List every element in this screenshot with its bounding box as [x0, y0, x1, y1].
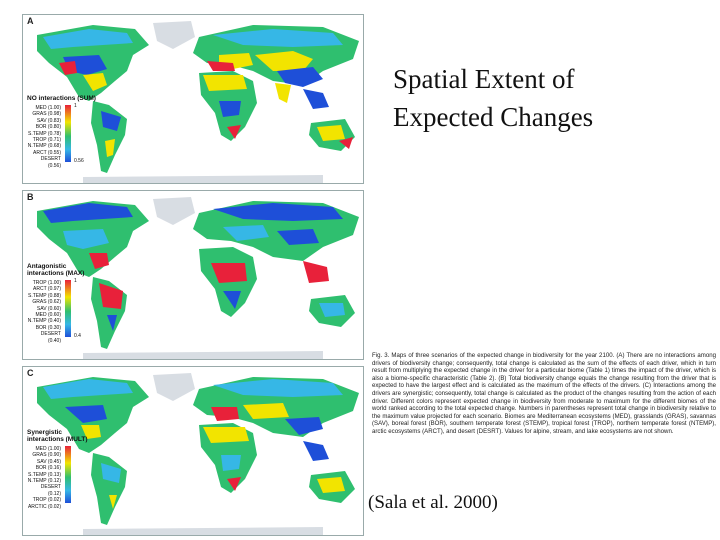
bar-max-a: 1 — [74, 103, 77, 109]
legend-row: SAV (0.83) — [36, 117, 61, 124]
legend-b: Antagonistic interactions (MAX) TROP (1.… — [27, 263, 84, 344]
legend-row: DESERT (0.56) — [40, 156, 61, 169]
legend-row: TROP (0.02) — [32, 497, 61, 504]
panel-letter-a: A — [27, 16, 34, 26]
bar-min-b: 0.4 — [74, 333, 81, 339]
legend-row: ARCTIC (0.02) — [27, 503, 61, 510]
legend-row: MED (1.00) — [35, 446, 61, 452]
slide-title: Spatial Extent of Expected Changes — [393, 60, 593, 136]
legend-title-b-2: interactions (MAX) — [27, 270, 85, 277]
world-map-a — [23, 15, 363, 183]
legend-c: Synergistic interactions (MULT) MED (1.0… — [27, 429, 88, 510]
legend-row: GRAS (0.62) — [32, 299, 61, 306]
legend-row: SAV (0.45) — [36, 458, 61, 465]
legend-title-c-1: Synergistic — [27, 429, 63, 436]
legend-row: S.TEMP (0.88) — [28, 292, 61, 299]
legend-title-a: NO interactions (SUM) — [27, 95, 96, 102]
legend-color-bar-c — [65, 446, 71, 503]
map-panel-a: A NO interactions (SUM) MED (1.00) GRAS … — [22, 14, 364, 184]
legend-row: DESERT (0.40) — [40, 331, 61, 344]
legend-row: BOR (0.16) — [35, 465, 61, 472]
legend-title-b-1: Antagonistic — [27, 263, 67, 270]
citation: (Sala et al. 2000) — [368, 492, 498, 513]
title-line-1: Spatial Extent of — [393, 64, 575, 94]
map-panel-c: C Synergistic interactions (MULT) MED (1… — [22, 366, 364, 536]
legend-row: ARCT (0.97) — [33, 286, 61, 293]
legend-row: TROP (0.71) — [32, 137, 61, 144]
panel-letter-c: C — [27, 368, 34, 378]
panel-letter-b: B — [27, 192, 34, 202]
map-panel-b: B Antagonistic interactions (MAX) TROP (… — [22, 190, 364, 360]
legend-row: N.TEMP (0.12) — [27, 478, 61, 485]
legend-row: N.TEMP (0.68) — [27, 143, 61, 150]
legend-color-bar-b — [65, 280, 71, 337]
title-line-2: Expected Changes — [393, 102, 594, 132]
legend-row: MED (0.60) — [35, 312, 61, 319]
legend-row: GRAS (0.90) — [32, 452, 61, 459]
legend-row: TROP (1.00) — [32, 280, 61, 286]
legend-row: S.TEMP (0.78) — [28, 130, 61, 137]
legend-row: SAV (0.60) — [36, 305, 61, 312]
legend-a: NO interactions (SUM) MED (1.00) GRAS (0… — [27, 95, 96, 169]
figure-caption: Fig. 3. Maps of three scenarios of the e… — [372, 352, 716, 435]
legend-row: N.TEMP (0.40) — [27, 318, 61, 325]
legend-color-bar-a — [65, 105, 71, 162]
legend-title-c-2: interactions (MULT) — [27, 436, 88, 443]
legend-row: MED (1.00) — [35, 105, 61, 111]
legend-row: GRAS (0.98) — [32, 111, 61, 118]
world-map-b — [23, 191, 363, 359]
legend-row: BOR (0.80) — [35, 124, 61, 131]
bar-max-b: 1 — [74, 278, 77, 284]
legend-row: BOR (0.30) — [35, 324, 61, 331]
legend-row: ARCT (0.55) — [33, 149, 61, 156]
legend-row: S.TEMP (0.13) — [28, 471, 61, 478]
bar-min-a: 0.56 — [74, 158, 84, 164]
world-map-c — [23, 367, 363, 535]
legend-row: DESERT (0.12) — [40, 484, 61, 497]
